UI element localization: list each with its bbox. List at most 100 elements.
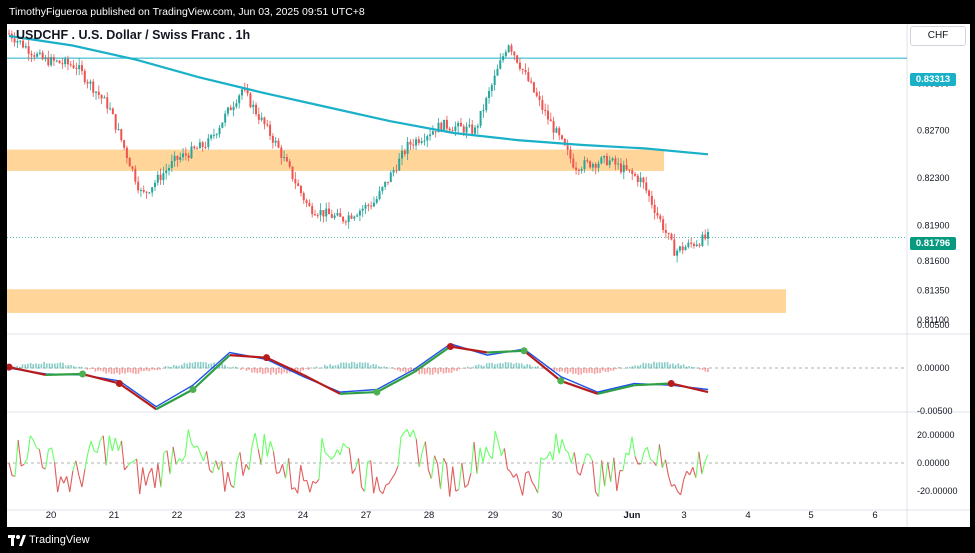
candle-body xyxy=(403,150,406,154)
oscillator-segment xyxy=(251,432,256,446)
candle-body xyxy=(617,163,620,165)
candle-body xyxy=(471,124,474,134)
candle-body xyxy=(274,140,277,143)
candle-body xyxy=(55,60,58,62)
publish-info: TimothyFigueroa published on TradingView… xyxy=(9,6,365,18)
macd-histogram-bar xyxy=(572,368,574,375)
macd-histogram-bar xyxy=(162,367,164,369)
candle-body xyxy=(100,94,103,99)
candle-body xyxy=(490,85,493,92)
candle-body xyxy=(356,215,359,217)
candle-body xyxy=(271,135,274,143)
candle-body xyxy=(591,164,594,168)
oscillator-segment xyxy=(458,462,463,490)
oscillator-segment xyxy=(704,454,709,462)
macd-histogram-bar xyxy=(89,368,91,370)
oscillator-segment xyxy=(643,446,648,452)
candle-body xyxy=(145,191,148,193)
candle-body xyxy=(243,89,246,91)
oscillator-segment xyxy=(561,439,566,450)
oscillator-segment xyxy=(357,458,363,488)
tradingview-logo[interactable]: TradingView xyxy=(8,532,90,548)
macd-histogram-bar xyxy=(596,368,599,374)
footer-bar: TradingView xyxy=(0,527,975,553)
oscillator-segment xyxy=(655,444,660,466)
time-tick-label: 30 xyxy=(552,510,563,521)
macd-histogram-bar xyxy=(321,367,323,369)
oscillator-segment xyxy=(598,460,603,497)
oscillator-segment xyxy=(525,470,529,474)
candle-body xyxy=(381,186,384,192)
candle-body xyxy=(434,131,437,133)
macd-histogram-bar xyxy=(510,362,512,369)
candle-body xyxy=(47,57,50,66)
oscillator-segment xyxy=(218,460,223,471)
candle-body xyxy=(97,91,100,95)
macd-histogram-bar xyxy=(688,366,690,369)
macd-histogram-bar xyxy=(386,367,388,369)
oscillator-segment xyxy=(336,449,341,456)
macd-histogram-bar xyxy=(707,368,709,372)
oscillator-segment xyxy=(552,433,557,461)
candle-body xyxy=(695,244,698,246)
oscillator-segment xyxy=(263,434,268,457)
macd-histogram-bar xyxy=(631,366,634,369)
macd-histogram-bar xyxy=(453,368,456,371)
oscillator-segment xyxy=(522,472,527,496)
oscillator-segment xyxy=(44,449,50,470)
macd-histogram-bar xyxy=(620,368,623,369)
candle-body xyxy=(496,68,499,76)
chart-area[interactable]: 0.835000.831000.827000.823000.819000.816… xyxy=(7,24,970,527)
macd-histogram-bar xyxy=(305,368,307,369)
macd-histogram-bar xyxy=(434,368,437,373)
macd-histogram-bar xyxy=(191,362,194,369)
oscillator-segment xyxy=(245,464,250,471)
macd-histogram-bar xyxy=(394,368,396,370)
candle-body xyxy=(465,126,468,133)
candle-body xyxy=(367,204,370,206)
macd-histogram-bar xyxy=(102,368,105,372)
signal-line-segment xyxy=(155,388,194,411)
time-tick-label: 27 xyxy=(361,510,372,521)
macd-histogram-bar xyxy=(612,368,615,371)
oscillator-segment xyxy=(649,458,654,463)
macd-histogram-bar xyxy=(151,368,153,370)
oscillator-segment xyxy=(634,456,639,465)
oscillator-segment xyxy=(266,441,271,457)
crossover-dot xyxy=(520,347,528,355)
candle-body xyxy=(569,149,572,159)
candle-body xyxy=(653,204,656,213)
oscillator-segment xyxy=(330,456,335,460)
candle-body xyxy=(114,114,117,130)
oscillator-segment xyxy=(124,465,128,471)
macd-histogram-bar xyxy=(86,368,89,370)
oscillator-segment xyxy=(640,451,645,464)
oscillator-segment xyxy=(242,464,247,476)
oscillator-segment xyxy=(519,484,524,496)
macd-histogram-bar xyxy=(226,366,229,369)
time-tick-label: 20 xyxy=(46,510,57,521)
candle-body xyxy=(285,157,288,162)
macd-histogram-bar xyxy=(553,368,555,372)
price-tick-label: 0.81350 xyxy=(917,285,950,295)
candle-body xyxy=(704,234,707,239)
candle-body xyxy=(201,142,204,147)
oscillator-segment xyxy=(485,446,490,456)
currency-button[interactable]: CHF xyxy=(910,26,966,46)
time-tick-label: 22 xyxy=(172,510,183,521)
chart-canvas[interactable]: 0.835000.831000.827000.823000.819000.816… xyxy=(7,24,970,527)
support-resistance-zone xyxy=(7,149,664,171)
macd-histogram-bar xyxy=(421,368,423,374)
oscillator-segment xyxy=(194,445,198,448)
candle-body xyxy=(701,234,704,246)
macd-histogram-bar xyxy=(585,368,588,374)
candle-body xyxy=(249,93,252,108)
macd-histogram-bar xyxy=(180,364,183,369)
candle-body xyxy=(392,170,395,173)
oscillator-segment xyxy=(145,473,150,486)
oscillator-segment xyxy=(51,447,56,463)
macd-histogram-bar xyxy=(229,367,232,369)
oscillator-segment xyxy=(500,448,505,456)
macd-histogram-bar xyxy=(64,365,67,369)
